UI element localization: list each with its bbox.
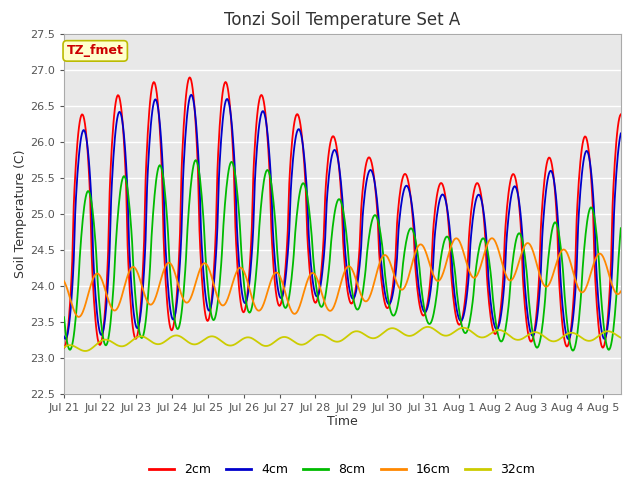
Title: Tonzi Soil Temperature Set A: Tonzi Soil Temperature Set A	[224, 11, 461, 29]
Line: 32cm: 32cm	[64, 327, 621, 351]
Line: 8cm: 8cm	[64, 160, 621, 350]
X-axis label: Time: Time	[327, 415, 358, 429]
Legend: 2cm, 4cm, 8cm, 16cm, 32cm: 2cm, 4cm, 8cm, 16cm, 32cm	[145, 458, 540, 480]
Text: TZ_fmet: TZ_fmet	[67, 44, 124, 58]
Line: 4cm: 4cm	[64, 95, 621, 339]
Line: 16cm: 16cm	[64, 238, 621, 317]
Line: 2cm: 2cm	[64, 77, 621, 348]
Y-axis label: Soil Temperature (C): Soil Temperature (C)	[14, 149, 28, 278]
